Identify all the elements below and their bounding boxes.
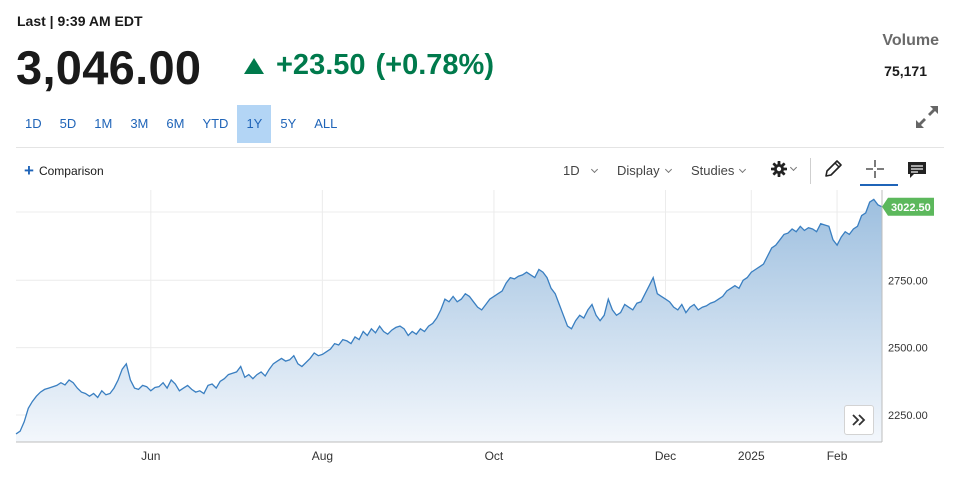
x-tick-label: Aug: [312, 449, 333, 463]
up-arrow-icon: [244, 57, 264, 74]
active-tool-indicator: [860, 184, 898, 186]
plus-icon: +: [24, 161, 34, 180]
last-update-time: Last | 9:39 AM EDT: [17, 13, 143, 29]
chart-toolbar: + Comparison 1D Display Studies: [16, 150, 944, 190]
interval-dropdown[interactable]: 1D: [563, 163, 598, 178]
chevron-down-icon: [789, 163, 798, 172]
range-tab-1d[interactable]: 1D: [25, 116, 42, 131]
x-tick-label: Oct: [485, 449, 504, 463]
range-tab-all[interactable]: ALL: [314, 116, 338, 131]
studies-label: Studies: [691, 163, 735, 178]
x-tick-label: Dec: [655, 449, 676, 463]
scroll-to-latest-button[interactable]: [844, 405, 874, 435]
x-tick-label: Feb: [827, 449, 848, 463]
last-price-label: 3022.50: [891, 202, 931, 214]
comparison-button[interactable]: + Comparison: [24, 161, 104, 180]
divider: [16, 147, 944, 148]
chevron-down-icon: [590, 165, 598, 173]
y-tick-label: 2750.00: [888, 275, 928, 287]
display-label: Display: [617, 163, 660, 178]
range-tab-3m[interactable]: 3M: [130, 116, 149, 131]
range-tab-1y[interactable]: 1Y: [237, 105, 272, 143]
range-tab-5y[interactable]: 5Y: [280, 116, 297, 131]
chevron-down-icon: [739, 165, 747, 173]
gear-icon: [771, 161, 787, 177]
volume-label: Volume: [882, 32, 939, 49]
settings-dropdown[interactable]: [770, 160, 798, 178]
comparison-label: Comparison: [38, 164, 104, 178]
display-dropdown[interactable]: Display: [617, 163, 672, 178]
range-tab-1m[interactable]: 1M: [94, 116, 113, 131]
y-tick-label: 2500.00: [888, 343, 928, 355]
studies-dropdown[interactable]: Studies: [691, 163, 747, 178]
range-tab-6m[interactable]: 6M: [166, 116, 185, 131]
range-tab-5d[interactable]: 5D: [59, 116, 77, 131]
quote-price: 3,046.00: [16, 41, 202, 94]
crosshair-icon[interactable]: [864, 158, 886, 180]
change-value: +23.50: [276, 49, 366, 81]
last-price-badge: 3022.50: [882, 197, 934, 216]
y-tick-label: 2250.00: [888, 410, 928, 422]
price-area: [16, 199, 882, 442]
comment-icon[interactable]: [906, 159, 928, 181]
range-tab-ytd[interactable]: YTD: [202, 116, 229, 131]
price-chart[interactable]: 2250.00 2500.00 2750.00 Jun Aug Oct Dec 2025 Feb…: [15, 190, 934, 477]
interval-label: 1D: [563, 163, 580, 178]
pencil-icon[interactable]: [822, 158, 844, 180]
range-tabs: 1D 5D 1M 3M 6M YTD 1Y 5Y ALL: [16, 105, 346, 143]
x-tick-label: Jun: [141, 449, 160, 463]
chart-canvas: 2250.00 2500.00 2750.00 Jun Aug Oct Dec 2025 Feb…: [15, 190, 934, 463]
expand-icon[interactable]: [914, 104, 940, 130]
change-percent: (+0.78%): [375, 49, 494, 81]
chevron-down-icon: [664, 165, 672, 173]
double-chevron-right-icon: [852, 414, 866, 426]
toolbar-divider: [810, 158, 811, 184]
price-line: [15, 198, 883, 435]
x-tick-label: 2025: [738, 449, 765, 463]
volume-value: 75,171: [884, 63, 927, 79]
price-change: +23.50 (+0.78%): [244, 49, 494, 82]
